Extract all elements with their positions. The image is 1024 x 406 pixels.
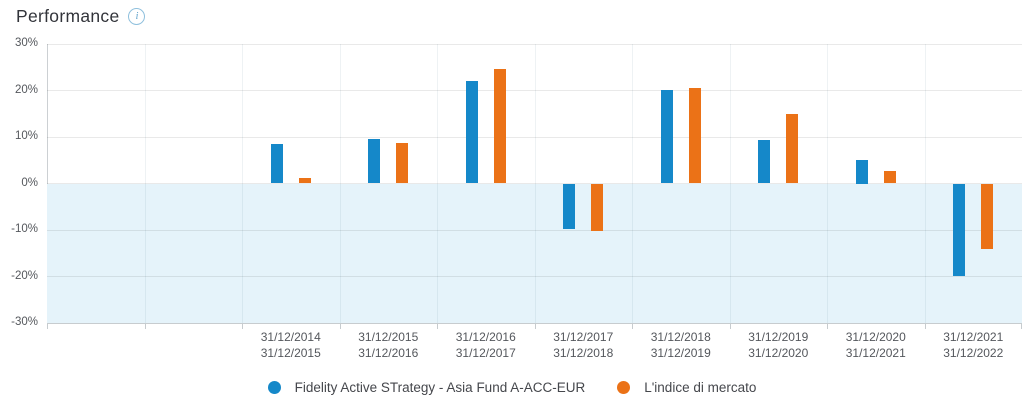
x-axis-tick xyxy=(1021,324,1022,329)
legend-item-index[interactable]: L'indice di mercato xyxy=(617,380,756,395)
x-axis-label-line2: 31/12/2020 xyxy=(748,346,809,360)
bar-fund[interactable] xyxy=(758,139,771,184)
legend-label-index: L'indice di mercato xyxy=(644,380,757,395)
x-axis-label-line1: 31/12/2021 xyxy=(943,330,1004,344)
x-axis-label-line1: 31/12/2019 xyxy=(748,330,809,344)
x-axis-label: 31/12/2020 31/12/2021 xyxy=(830,329,922,361)
y-axis: 30% 20% 10% 0% -10% -20% -30% xyxy=(0,37,41,328)
x-axis-label-line2: 31/12/2018 xyxy=(553,346,614,360)
gridline-vertical xyxy=(924,44,926,323)
bar-index[interactable] xyxy=(981,183,994,249)
x-axis-label-line2: 31/12/2022 xyxy=(943,346,1004,360)
y-axis-tick-label: 0% xyxy=(21,176,38,189)
gridline-vertical xyxy=(242,44,243,323)
bar-index[interactable] xyxy=(591,183,604,232)
gridline-vertical xyxy=(729,44,731,323)
x-axis-label-line1: 31/12/2016 xyxy=(455,330,516,344)
bar-fund[interactable] xyxy=(270,143,283,184)
x-axis-tick xyxy=(924,324,926,329)
x-axis-tick xyxy=(534,324,536,329)
chart-header: Performance i xyxy=(16,6,146,27)
gridline-horizontal xyxy=(47,229,1022,231)
legend: Fidelity Active STrategy - Asia Fund A-A… xyxy=(0,380,1024,395)
gridline-vertical xyxy=(827,44,828,323)
bar-fund[interactable] xyxy=(855,160,868,184)
x-axis-label-line2: 31/12/2021 xyxy=(845,346,906,360)
gridline-horizontal xyxy=(47,43,1022,45)
bar-index[interactable] xyxy=(883,171,896,184)
bar-fund[interactable] xyxy=(660,90,673,184)
negative-region xyxy=(47,183,1022,323)
y-axis-tick-label: -20% xyxy=(11,269,38,282)
gridline-horizontal xyxy=(47,183,1022,184)
x-axis-label: 31/12/2016 31/12/2017 xyxy=(440,329,532,361)
x-axis-label-line1: 31/12/2015 xyxy=(358,330,419,344)
y-axis-tick-label: 10% xyxy=(14,130,38,142)
legend-marker-index-icon xyxy=(617,381,631,394)
bar-index[interactable] xyxy=(688,87,701,184)
gridline-horizontal xyxy=(47,136,1022,138)
info-icon[interactable]: i xyxy=(128,8,146,25)
x-axis-tick xyxy=(339,324,341,329)
page-title: Performance xyxy=(16,6,120,26)
x-axis-label-line2: 31/12/2015 xyxy=(260,346,321,360)
x-axis-label: 31/12/2021 31/12/2022 xyxy=(927,329,1019,361)
gridline-vertical xyxy=(632,44,633,323)
x-axis-label: 31/12/2014 31/12/2015 xyxy=(245,329,337,361)
x-axis-tick xyxy=(437,324,438,329)
y-axis-tick-label: 20% xyxy=(14,83,38,96)
x-axis-label: 31/12/2018 31/12/2019 xyxy=(635,329,727,361)
gridline-vertical xyxy=(534,44,536,323)
bar-fund[interactable] xyxy=(465,80,478,184)
x-axis-label: 31/12/2019 31/12/2020 xyxy=(732,329,824,361)
x-axis-tick xyxy=(827,324,828,329)
bar-fund[interactable] xyxy=(953,183,966,276)
x-axis-label-line1: 31/12/2020 xyxy=(845,330,906,344)
bar-index[interactable] xyxy=(396,143,409,184)
bar-fund[interactable] xyxy=(563,183,576,230)
bar-index[interactable] xyxy=(298,177,311,184)
gridline-vertical xyxy=(144,44,146,323)
legend-item-fund[interactable]: Fidelity Active STrategy - Asia Fund A-A… xyxy=(267,380,586,395)
x-axis-label: 31/12/2017 31/12/2018 xyxy=(537,329,629,361)
gridline-horizontal xyxy=(47,90,1022,91)
legend-label-fund: Fidelity Active STrategy - Asia Fund A-A… xyxy=(294,380,586,395)
y-axis-tick-label: -30% xyxy=(11,316,38,328)
gridline-horizontal xyxy=(47,276,1022,277)
gridline-vertical xyxy=(437,44,438,323)
x-axis-tick xyxy=(242,324,243,329)
performance-chart: 31/12/2014 31/12/2015 31/12/2015 31/12/2016… xyxy=(47,43,1022,360)
x-axis-line xyxy=(47,323,1022,324)
y-axis-tick-label: -10% xyxy=(11,223,38,235)
x-axis-tick xyxy=(144,324,146,329)
bar-index[interactable] xyxy=(786,114,799,184)
x-axis-label-line2: 31/12/2019 xyxy=(650,346,711,360)
gridline-vertical xyxy=(339,44,341,323)
x-axis-label-line2: 31/12/2017 xyxy=(455,346,516,360)
y-axis-tick-label: 30% xyxy=(14,37,38,49)
x-axis-tick xyxy=(47,324,48,329)
x-axis-label: 31/12/2015 31/12/2016 xyxy=(342,329,434,361)
x-axis-label-line2: 31/12/2016 xyxy=(358,346,419,360)
bar-fund[interactable] xyxy=(368,139,381,184)
x-axis-tick xyxy=(632,324,633,329)
x-axis-tick xyxy=(729,324,731,329)
bar-index[interactable] xyxy=(493,69,506,184)
x-axis-label-line1: 31/12/2014 xyxy=(260,330,321,344)
legend-marker-fund-icon xyxy=(267,381,281,394)
x-axis-label-line1: 31/12/2017 xyxy=(553,330,614,344)
x-axis-label-line1: 31/12/2018 xyxy=(650,330,711,344)
